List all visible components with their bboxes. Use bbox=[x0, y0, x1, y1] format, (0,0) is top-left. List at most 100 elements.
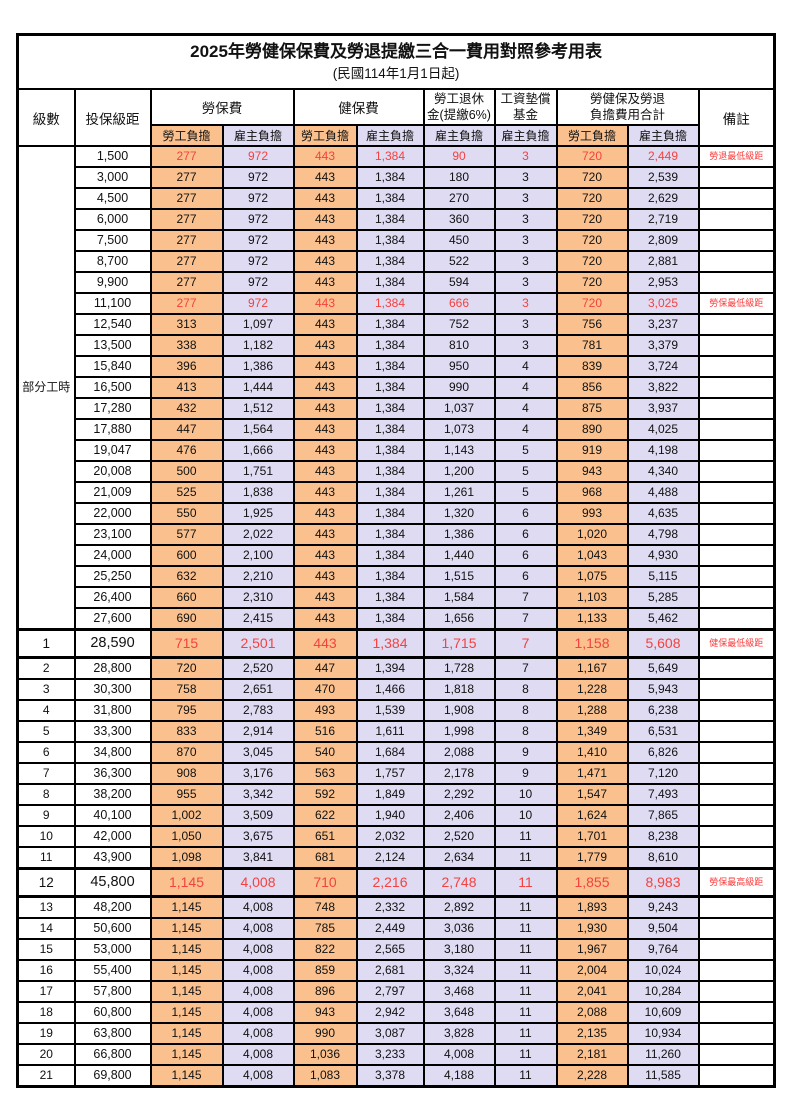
value-cell: 795 bbox=[149, 699, 224, 722]
value-cell: 2,520 bbox=[422, 825, 496, 848]
value-cell: 2,449 bbox=[626, 145, 700, 168]
value-cell: 3,324 bbox=[422, 959, 496, 982]
value-cell: 594 bbox=[422, 271, 496, 294]
value-cell: 443 bbox=[292, 544, 358, 567]
bracket-cell: 53,000 bbox=[73, 938, 152, 961]
value-cell: 6,826 bbox=[626, 741, 700, 764]
value-cell: 896 bbox=[292, 980, 358, 1003]
value-cell: 1,384 bbox=[355, 565, 425, 588]
value-cell: 1,384 bbox=[355, 334, 425, 357]
bracket-cell: 19,047 bbox=[73, 439, 152, 462]
value-cell: 2,088 bbox=[555, 1001, 629, 1024]
value-cell: 1,384 bbox=[355, 586, 425, 609]
header-total: 勞健保及勞退 負擔費用合計 bbox=[555, 88, 700, 126]
value-cell: 1,320 bbox=[422, 502, 496, 525]
value-cell: 1,779 bbox=[555, 846, 629, 870]
remark-cell bbox=[697, 1001, 776, 1024]
value-cell: 8 bbox=[493, 678, 558, 701]
remark-cell bbox=[697, 166, 776, 189]
table-row: 16 55,400 1,145 4,008 859 2,681 3,324 11 2,004 10… bbox=[16, 959, 776, 982]
value-cell: 2,135 bbox=[555, 1022, 629, 1045]
value-cell: 3,378 bbox=[355, 1064, 425, 1088]
value-cell: 8 bbox=[493, 720, 558, 743]
table-row: 部分工時 1,500 277 972 443 1,384 90 3 720 2,449 勞退最低級距 bbox=[16, 145, 776, 631]
bracket-cell: 69,800 bbox=[73, 1064, 152, 1088]
value-cell: 5 bbox=[493, 460, 558, 483]
value-cell: 1,050 bbox=[149, 825, 224, 848]
value-cell: 4,008 bbox=[221, 1001, 295, 1024]
remark-cell: 勞保最低級距 bbox=[697, 292, 776, 315]
value-cell: 1,384 bbox=[355, 187, 425, 210]
value-cell: 1,145 bbox=[149, 895, 224, 919]
table-row: 12,540 313 1,097 443 1,384 752 3 756 3,237 bbox=[18, 313, 776, 336]
table-row: 8 38,200 955 3,342 592 1,849 2,292 10 1,547 7,493 bbox=[16, 783, 776, 806]
table-title-cell: 2025年勞健保保費及勞退提繳三合一費用對照參考用表 (民國114年1月1日起) bbox=[16, 33, 776, 90]
value-cell: 8,983 bbox=[626, 867, 700, 898]
value-cell: 1,228 bbox=[555, 678, 629, 701]
value-cell: 4,008 bbox=[221, 980, 295, 1003]
level-cell: 1 bbox=[16, 628, 76, 659]
value-cell: 9,504 bbox=[626, 917, 700, 940]
bracket-cell: 57,800 bbox=[73, 980, 152, 1003]
value-cell: 1,384 bbox=[355, 544, 425, 567]
value-cell: 476 bbox=[149, 439, 224, 462]
value-cell: 7,120 bbox=[626, 762, 700, 785]
value-cell: 2,953 bbox=[626, 271, 700, 294]
value-cell: 2,783 bbox=[221, 699, 295, 722]
value-cell: 11 bbox=[493, 938, 558, 961]
bracket-cell: 63,800 bbox=[73, 1022, 152, 1045]
value-cell: 277 bbox=[149, 187, 224, 210]
value-cell: 1,384 bbox=[355, 523, 425, 546]
remark-cell bbox=[697, 846, 776, 870]
value-cell: 972 bbox=[221, 166, 295, 189]
value-cell: 1,515 bbox=[422, 565, 496, 588]
value-cell: 3,648 bbox=[422, 1001, 496, 1024]
value-cell: 833 bbox=[149, 720, 224, 743]
bracket-cell: 28,800 bbox=[73, 656, 152, 680]
value-cell: 3,509 bbox=[221, 804, 295, 827]
level-cell: 7 bbox=[16, 762, 76, 785]
table-row: 17,280 432 1,512 443 1,384 1,037 4 875 3,937 bbox=[18, 397, 776, 420]
value-cell: 1,384 bbox=[355, 376, 425, 399]
remark-cell bbox=[697, 678, 776, 701]
value-cell: 5,285 bbox=[626, 586, 700, 609]
value-cell: 785 bbox=[292, 917, 358, 940]
value-cell: 720 bbox=[555, 292, 629, 315]
value-cell: 990 bbox=[292, 1022, 358, 1045]
bracket-cell: 12,540 bbox=[73, 313, 152, 336]
remark-cell bbox=[697, 720, 776, 743]
bracket-cell: 48,200 bbox=[73, 895, 152, 919]
level-cell: 6 bbox=[16, 741, 76, 764]
bracket-cell: 6,000 bbox=[73, 208, 152, 231]
remark-cell bbox=[697, 544, 776, 567]
remark-cell bbox=[697, 313, 776, 336]
value-cell: 277 bbox=[149, 229, 224, 252]
remark-cell bbox=[697, 565, 776, 588]
header-bracket: 投保級距 bbox=[73, 88, 152, 147]
table-row: 26,400 660 2,310 443 1,384 1,584 7 1,103 5,285 bbox=[18, 586, 776, 609]
value-cell: 1,261 bbox=[422, 481, 496, 504]
value-cell: 972 bbox=[221, 229, 295, 252]
value-cell: 1,564 bbox=[221, 418, 295, 441]
value-cell: 6 bbox=[493, 502, 558, 525]
value-cell: 4,188 bbox=[422, 1064, 496, 1088]
value-cell: 1,384 bbox=[355, 628, 425, 659]
value-cell: 432 bbox=[149, 397, 224, 420]
value-cell: 690 bbox=[149, 607, 224, 631]
value-cell: 3,087 bbox=[355, 1022, 425, 1045]
remark-cell bbox=[697, 586, 776, 609]
value-cell: 1,083 bbox=[292, 1064, 358, 1088]
header-level: 級數 bbox=[16, 88, 76, 147]
value-cell: 1,715 bbox=[422, 628, 496, 659]
value-cell: 1,043 bbox=[555, 544, 629, 567]
value-cell: 1,145 bbox=[149, 1022, 224, 1045]
page-subtitle: (民國114年1月1日起) bbox=[332, 66, 460, 81]
table-row: 11,100 277 972 443 1,384 666 3 720 3,025 勞保最低級距 bbox=[18, 292, 776, 315]
value-cell: 443 bbox=[292, 313, 358, 336]
value-cell: 622 bbox=[292, 804, 358, 827]
value-cell: 3,342 bbox=[221, 783, 295, 806]
value-cell: 972 bbox=[221, 250, 295, 273]
table-row: 5 33,300 833 2,914 516 1,611 1,998 8 1,349 6,531 bbox=[16, 720, 776, 743]
value-cell: 277 bbox=[149, 250, 224, 273]
value-cell: 4,008 bbox=[422, 1043, 496, 1066]
